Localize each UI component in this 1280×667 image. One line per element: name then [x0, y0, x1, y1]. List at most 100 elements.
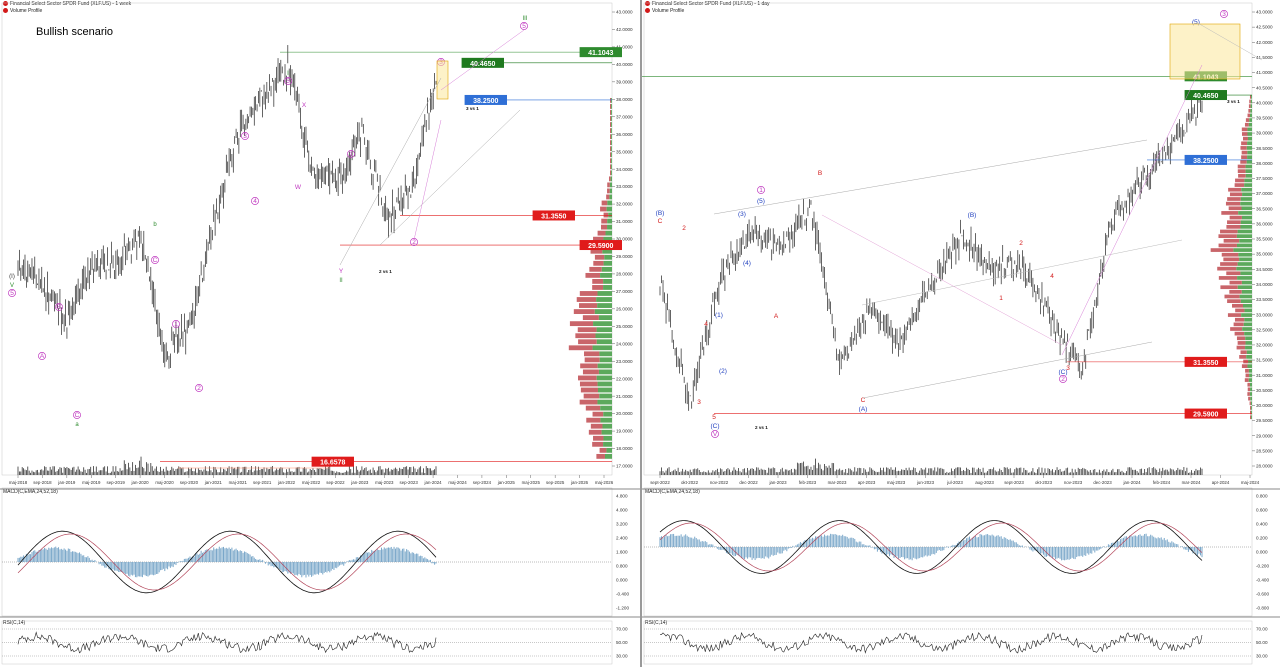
- wave-label-circle: [38, 352, 46, 360]
- volume-profile-sell: [608, 176, 611, 182]
- volume-profile-buy: [597, 381, 612, 387]
- time-tick-label: jan-2021: [204, 480, 223, 485]
- volume-bar: [1148, 467, 1150, 475]
- volume-profile-buy: [1245, 164, 1252, 169]
- macd-histogram-bar: [259, 559, 261, 562]
- volume-bar: [1097, 472, 1099, 475]
- macd-histogram-bar: [408, 551, 410, 562]
- macd-histogram-bar: [1180, 546, 1182, 547]
- macd-histogram-bar: [1059, 547, 1061, 559]
- macd-histogram-bar: [113, 562, 115, 571]
- macd-histogram-bar: [753, 547, 755, 559]
- volume-bar: [231, 466, 233, 475]
- macd-histogram-bar: [418, 556, 420, 562]
- volume-bar: [402, 468, 403, 475]
- time-tick-label: maj-2026: [595, 480, 614, 485]
- macd-histogram-bar: [1106, 546, 1108, 547]
- macd-histogram-bar: [830, 533, 832, 547]
- volume-profile-sell: [1240, 350, 1247, 355]
- volume-bar: [315, 471, 317, 475]
- volume-bar: [760, 468, 762, 475]
- wave-label: B: [57, 304, 61, 311]
- left-rsi-label: RSI(C,14): [3, 620, 26, 626]
- macd-histogram-bar: [792, 545, 794, 547]
- macd-histogram-bar: [87, 556, 89, 562]
- price-tick-label: 34.5000: [1256, 267, 1273, 272]
- volume-bar: [154, 468, 156, 475]
- volume-bar: [168, 470, 170, 475]
- volume-bar: [1117, 469, 1118, 475]
- volume-bar: [197, 468, 199, 475]
- volume-bar: [157, 471, 159, 475]
- macd-histogram-bar: [1088, 547, 1090, 555]
- volume-bar: [668, 467, 670, 475]
- volume-profile-buy: [597, 303, 612, 308]
- volume-bar: [267, 469, 269, 475]
- price-tick-label: 34.0000: [616, 167, 633, 172]
- volume-bar: [1070, 472, 1072, 475]
- volume-bar: [18, 471, 20, 475]
- volume-bar: [42, 470, 44, 475]
- macd-histogram-bar: [306, 562, 308, 575]
- price-tick-label: 31.0000: [616, 219, 633, 224]
- volume-profile-sell: [1227, 220, 1241, 225]
- macd-histogram-bar: [333, 562, 335, 570]
- wave-label-circle: [73, 411, 81, 419]
- volume-profile-sell: [1226, 225, 1241, 229]
- volume-bar: [831, 462, 833, 475]
- wave-label-circle: [347, 150, 355, 158]
- volume-bar: [150, 463, 152, 475]
- volume-profile-buy: [1236, 234, 1252, 238]
- volume-profile-sell: [585, 405, 601, 411]
- volume-profile-buy: [607, 224, 612, 230]
- volume-bar: [1044, 468, 1046, 475]
- macd-histogram-bar: [66, 550, 68, 562]
- macd-tick-label: -0.400: [616, 592, 629, 597]
- volume-bar: [878, 471, 880, 475]
- volume-bar: [1052, 469, 1053, 475]
- macd-histogram-bar: [220, 548, 222, 562]
- macd-histogram-bar: [1082, 547, 1084, 557]
- volume-bar: [981, 471, 982, 475]
- macd-histogram-bar: [1157, 537, 1159, 547]
- volume-bar: [1014, 469, 1016, 475]
- macd-histogram-bar: [309, 562, 311, 575]
- panel-divider[interactable]: [640, 0, 642, 667]
- volume-profile-buy: [1241, 187, 1252, 192]
- volume-bar: [330, 470, 332, 475]
- macd-histogram-bar: [288, 562, 290, 573]
- macd-histogram-bar: [901, 547, 903, 557]
- macd-histogram-bar: [353, 559, 355, 562]
- macd-histogram-bar: [271, 562, 273, 566]
- volume-bar: [872, 469, 874, 475]
- macd-histogram-bar: [1183, 547, 1185, 550]
- macd-histogram-bar: [174, 562, 176, 565]
- volume-bar: [108, 472, 110, 475]
- price-tick-label: 35.0000: [616, 149, 633, 154]
- volume-bar: [970, 472, 972, 475]
- volume-profile-buy: [605, 230, 612, 236]
- volume-profile-buy: [1250, 99, 1252, 104]
- volume-bar: [56, 470, 58, 475]
- macd-histogram-bar: [1065, 547, 1067, 560]
- volume-bar: [288, 468, 290, 475]
- macd-histogram-bar: [120, 562, 122, 572]
- macd-histogram-bar: [1130, 535, 1132, 547]
- macd-histogram-bar: [144, 562, 146, 576]
- macd-histogram-bar: [297, 562, 299, 576]
- time-tick-label: jan-2025: [497, 480, 516, 485]
- volume-bar: [126, 469, 128, 475]
- volume-bar: [1082, 467, 1084, 475]
- time-tick-label: maj-2021: [229, 480, 248, 485]
- volume-bar: [815, 458, 816, 475]
- macd-histogram-bar: [176, 562, 178, 563]
- volume-bar: [783, 471, 785, 475]
- macd-histogram-bar: [1000, 536, 1002, 547]
- macd-histogram-bar: [84, 557, 86, 562]
- volume-profile-buy: [1237, 229, 1252, 234]
- volume-profile-buy: [1247, 127, 1252, 132]
- macd-histogram-bar: [130, 562, 132, 575]
- volume-bar: [745, 472, 747, 475]
- volume-bar: [886, 467, 887, 475]
- macd-histogram-bar: [1174, 543, 1176, 547]
